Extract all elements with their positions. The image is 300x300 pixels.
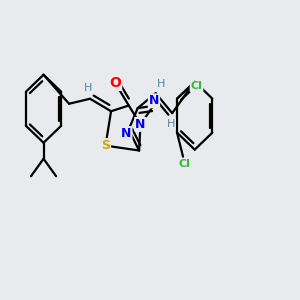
Text: N: N bbox=[149, 94, 159, 107]
Text: H: H bbox=[167, 119, 175, 129]
Text: S: S bbox=[101, 139, 110, 152]
Text: N: N bbox=[135, 118, 146, 131]
Text: Cl: Cl bbox=[178, 159, 190, 169]
Text: H: H bbox=[84, 83, 93, 93]
Text: H: H bbox=[157, 79, 165, 89]
Text: N: N bbox=[121, 127, 131, 140]
Text: O: O bbox=[109, 76, 121, 90]
Text: Cl: Cl bbox=[190, 81, 202, 91]
